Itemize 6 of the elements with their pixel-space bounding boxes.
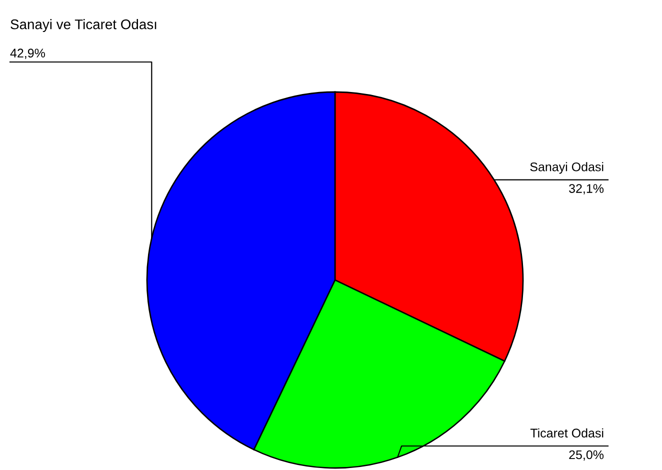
data-label: 42,9% — [10, 48, 45, 60]
data-label: 32,1% — [569, 184, 604, 194]
slice-label: Sanayi ve Ticaret Odası — [10, 19, 156, 32]
slice-label: Sanayi Odasi — [530, 162, 604, 174]
data-label: 25,0% — [569, 450, 604, 461]
slice-label: Ticaret Odasi — [530, 428, 604, 438]
